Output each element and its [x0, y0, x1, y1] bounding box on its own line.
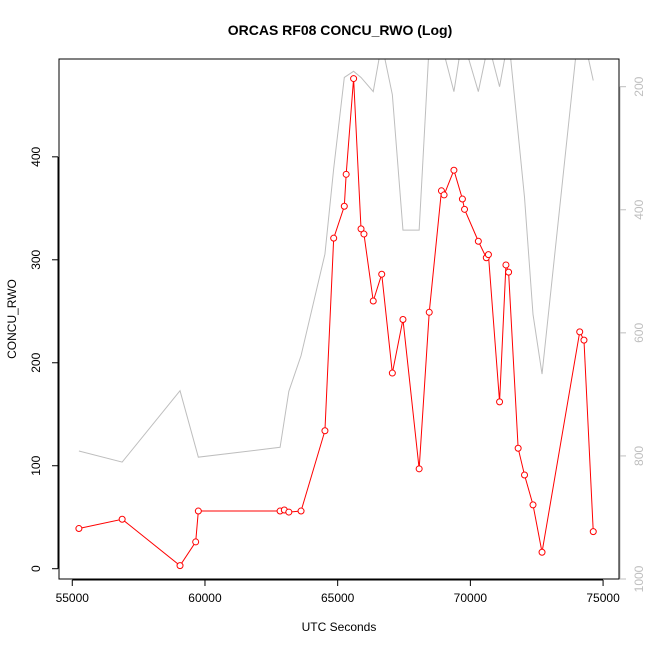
x-tick-label: 75000 [586, 591, 620, 605]
x-axis: 55000 60000 65000 70000 75000 [56, 579, 620, 605]
data-point [192, 538, 200, 546]
data-point [514, 444, 522, 452]
data-point [388, 369, 396, 377]
y2-tick-label: 400 [632, 199, 646, 219]
data-point [357, 225, 365, 233]
data-point [75, 525, 83, 533]
data-point [399, 316, 407, 324]
plot-frame [58, 58, 620, 580]
y2-tick-label: 200 [632, 76, 646, 96]
data-point [440, 191, 448, 199]
x-tick-label: 60000 [188, 591, 222, 605]
secondary-series-line [78, 59, 594, 463]
data-point [529, 501, 537, 509]
data-point [502, 261, 510, 269]
data-point [450, 166, 458, 174]
data-point [369, 297, 377, 305]
x-axis-label: UTC Seconds [302, 620, 377, 634]
y2-tick-label: 1000 [632, 565, 646, 592]
data-point [194, 507, 202, 515]
y-axis-label: CONCU_RWO [5, 279, 19, 359]
y-tick-label: 300 [29, 249, 43, 269]
y-tick-label: 0 [29, 565, 43, 572]
data-point [297, 507, 305, 515]
y2-tick-label: 600 [632, 323, 646, 343]
data-point [461, 205, 469, 213]
data-point [496, 398, 504, 406]
primary-series [75, 75, 597, 570]
y-tick-label: 200 [29, 352, 43, 372]
data-point [538, 548, 546, 556]
data-point [589, 528, 597, 536]
secondary-series [78, 59, 594, 463]
data-point [580, 336, 588, 344]
x-tick-label: 65000 [321, 591, 355, 605]
data-point [360, 230, 368, 238]
data-point [321, 427, 329, 435]
y-tick-label: 400 [29, 146, 43, 166]
data-point [425, 308, 433, 316]
data-point [350, 75, 358, 83]
data-point [484, 251, 492, 259]
y2-tick-label: 800 [632, 446, 646, 466]
data-point [458, 195, 466, 203]
data-point [378, 270, 386, 278]
data-point [118, 515, 126, 523]
secondary-y-axis: 200 400 600 800 1000 [619, 76, 646, 592]
data-point [521, 471, 529, 479]
x-tick-label: 70000 [454, 591, 488, 605]
data-point [342, 170, 350, 178]
data-point [576, 328, 584, 336]
x-tick-label: 55000 [56, 591, 90, 605]
data-point [505, 268, 513, 276]
data-point [176, 562, 184, 570]
data-point [330, 234, 338, 242]
y-tick-label: 100 [29, 455, 43, 475]
chart-title: ORCAS RF08 CONCU_RWO (Log) [228, 22, 453, 38]
data-point [415, 465, 423, 473]
data-point [474, 237, 482, 245]
data-point [285, 508, 293, 516]
y-axis: 0 100 200 300 400 [29, 146, 59, 572]
data-point [340, 202, 348, 210]
